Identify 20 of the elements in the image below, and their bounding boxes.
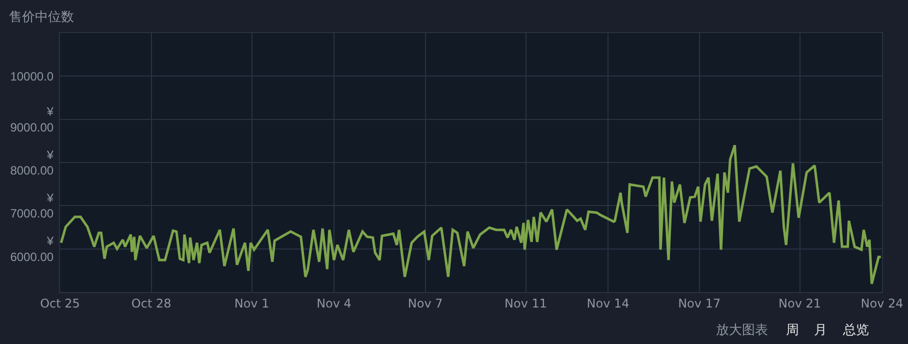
text: 月: [814, 323, 827, 338]
text: 放大图表: [716, 323, 768, 338]
x-tick-label: Oct 28: [131, 296, 172, 310]
x-tick-label: Nov 4: [316, 296, 352, 310]
x-tick-label: Nov 17: [678, 296, 721, 310]
text: 总览: [842, 323, 869, 338]
x-tick-label: Nov 7: [408, 296, 443, 310]
x-tick-label: Nov 11: [504, 296, 548, 310]
x-tick-label: Oct 25: [40, 296, 80, 310]
x-tick-label: Nov 1: [234, 296, 270, 310]
y-tick-label: 10000.0: [10, 69, 54, 84]
x-tick-label: Nov 21: [778, 296, 822, 310]
x-tick-label: Nov 24: [860, 296, 904, 310]
y-tick-label: ¥ 7000.00: [10, 191, 54, 221]
y-tick-label: ¥ 8000.00: [10, 148, 54, 178]
x-tick-label: Nov 14: [586, 296, 630, 310]
text: 周: [786, 323, 799, 338]
chart-title: 售价中位数: [9, 10, 74, 25]
y-tick-label: ¥ 9000.00: [10, 104, 54, 134]
y-tick-label: ¥ 6000.00: [10, 234, 54, 264]
